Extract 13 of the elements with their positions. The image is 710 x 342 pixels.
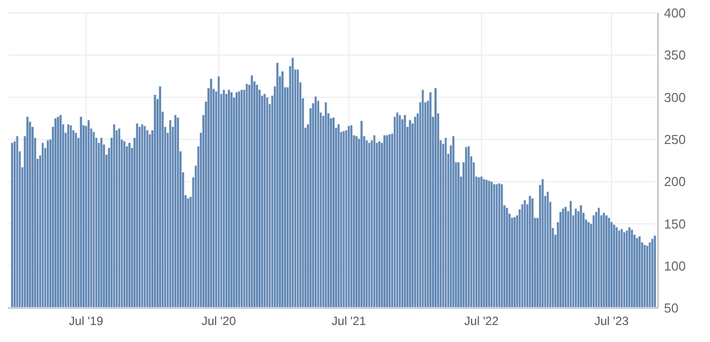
- y-tick-label: 350: [664, 48, 686, 63]
- x-tick-label: Jul '20: [202, 314, 236, 328]
- x-tick-label: Jul '21: [332, 314, 366, 328]
- y-tick-label: 150: [664, 216, 686, 232]
- y-tick-label: 200: [664, 174, 686, 190]
- x-tick-label: Jul '22: [464, 314, 499, 328]
- x-tick-label: Jul '19: [68, 314, 104, 328]
- y-tick-label: 300: [664, 90, 686, 105]
- y-tick-label: 100: [664, 258, 686, 274]
- y-tick-label: 250: [664, 132, 686, 147]
- y-tick-label: 50: [664, 300, 678, 316]
- x-tick-label: Jul '23: [594, 314, 629, 328]
- y-tick-label: 400: [664, 6, 686, 21]
